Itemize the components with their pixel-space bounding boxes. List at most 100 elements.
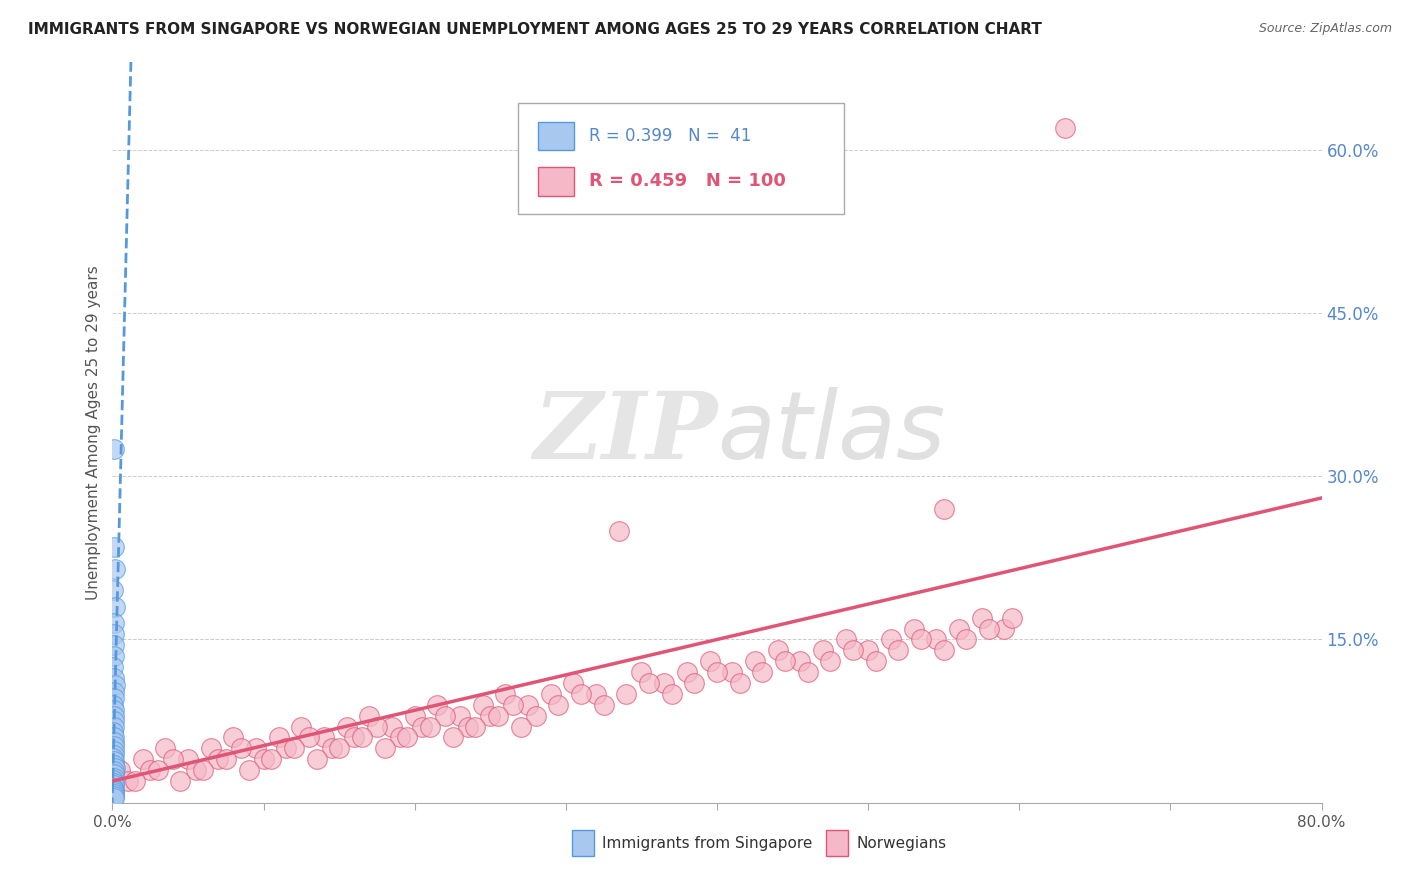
Point xyxy=(103,757,125,772)
Point xyxy=(441,731,464,745)
Point xyxy=(404,708,426,723)
Point xyxy=(607,524,630,538)
Point xyxy=(103,627,125,641)
Point xyxy=(103,764,125,779)
Point xyxy=(374,741,396,756)
Point xyxy=(103,776,125,790)
Point xyxy=(200,741,222,756)
Point xyxy=(616,687,638,701)
Point xyxy=(103,703,125,717)
Point xyxy=(103,778,125,792)
Point xyxy=(169,774,191,789)
Point xyxy=(592,698,614,712)
Point xyxy=(104,678,127,692)
Point xyxy=(1001,611,1024,625)
Point xyxy=(903,622,925,636)
Point xyxy=(630,665,652,680)
Point xyxy=(457,720,479,734)
Text: Norwegians: Norwegians xyxy=(856,836,946,851)
Text: ZIP: ZIP xyxy=(533,388,717,477)
Point xyxy=(103,725,125,739)
Point xyxy=(103,772,125,787)
Point xyxy=(359,708,381,723)
Point xyxy=(253,752,276,766)
Point xyxy=(343,731,366,745)
Point xyxy=(638,676,661,690)
Point xyxy=(260,752,283,766)
Point xyxy=(124,774,146,789)
Point xyxy=(103,735,125,749)
Point xyxy=(139,763,162,777)
Point xyxy=(856,643,880,657)
Point xyxy=(524,708,547,723)
Point xyxy=(977,622,1000,636)
Point xyxy=(464,720,486,734)
Point xyxy=(585,687,607,701)
Point xyxy=(104,599,127,614)
Point xyxy=(540,687,562,701)
Point xyxy=(103,767,125,781)
Point xyxy=(751,665,773,680)
Point xyxy=(103,708,125,723)
Point xyxy=(305,752,328,766)
Text: IMMIGRANTS FROM SINGAPORE VS NORWEGIAN UNEMPLOYMENT AMONG AGES 25 TO 29 YEARS CO: IMMIGRANTS FROM SINGAPORE VS NORWEGIAN U… xyxy=(28,22,1042,37)
Point xyxy=(699,654,721,668)
Bar xyxy=(825,830,848,856)
Point xyxy=(502,698,524,712)
Point xyxy=(948,622,970,636)
Point xyxy=(184,763,207,777)
Point xyxy=(887,643,910,657)
Point xyxy=(706,665,728,680)
Point xyxy=(661,687,683,701)
Point xyxy=(993,622,1015,636)
Point xyxy=(103,671,125,685)
Point xyxy=(103,782,125,797)
Point xyxy=(283,741,305,756)
Point xyxy=(103,791,125,805)
Point xyxy=(932,501,955,516)
Point xyxy=(298,731,321,745)
Point xyxy=(366,720,388,734)
Point xyxy=(744,654,766,668)
Point xyxy=(433,708,456,723)
Point xyxy=(683,676,706,690)
Point xyxy=(336,720,359,734)
Point xyxy=(1053,120,1076,135)
Point xyxy=(495,687,517,701)
Point xyxy=(350,731,373,745)
Point xyxy=(486,708,509,723)
Text: Source: ZipAtlas.com: Source: ZipAtlas.com xyxy=(1258,22,1392,36)
Point xyxy=(103,787,125,801)
Point xyxy=(215,752,238,766)
Point xyxy=(229,741,252,756)
Point xyxy=(675,665,697,680)
Point xyxy=(104,761,127,775)
Point xyxy=(766,643,789,657)
Point xyxy=(103,583,125,598)
Point xyxy=(103,731,125,745)
Point xyxy=(328,741,350,756)
Bar xyxy=(572,830,593,856)
Point xyxy=(103,685,125,699)
Point xyxy=(652,676,675,690)
Point xyxy=(103,747,125,762)
Point xyxy=(411,720,433,734)
Point xyxy=(155,741,177,756)
Point xyxy=(103,785,125,799)
Point xyxy=(419,720,441,734)
Point xyxy=(103,638,125,652)
Point xyxy=(103,789,125,804)
Point xyxy=(290,720,312,734)
Point xyxy=(191,763,214,777)
Point xyxy=(321,741,343,756)
Text: atlas: atlas xyxy=(717,387,945,478)
Point xyxy=(103,751,125,765)
Point xyxy=(245,741,267,756)
Text: R = 0.399   N =  41: R = 0.399 N = 41 xyxy=(589,127,751,145)
Point xyxy=(773,654,796,668)
Point xyxy=(103,720,125,734)
Point xyxy=(267,731,290,745)
Point xyxy=(207,752,229,766)
Point xyxy=(103,739,125,754)
Point xyxy=(103,771,125,785)
